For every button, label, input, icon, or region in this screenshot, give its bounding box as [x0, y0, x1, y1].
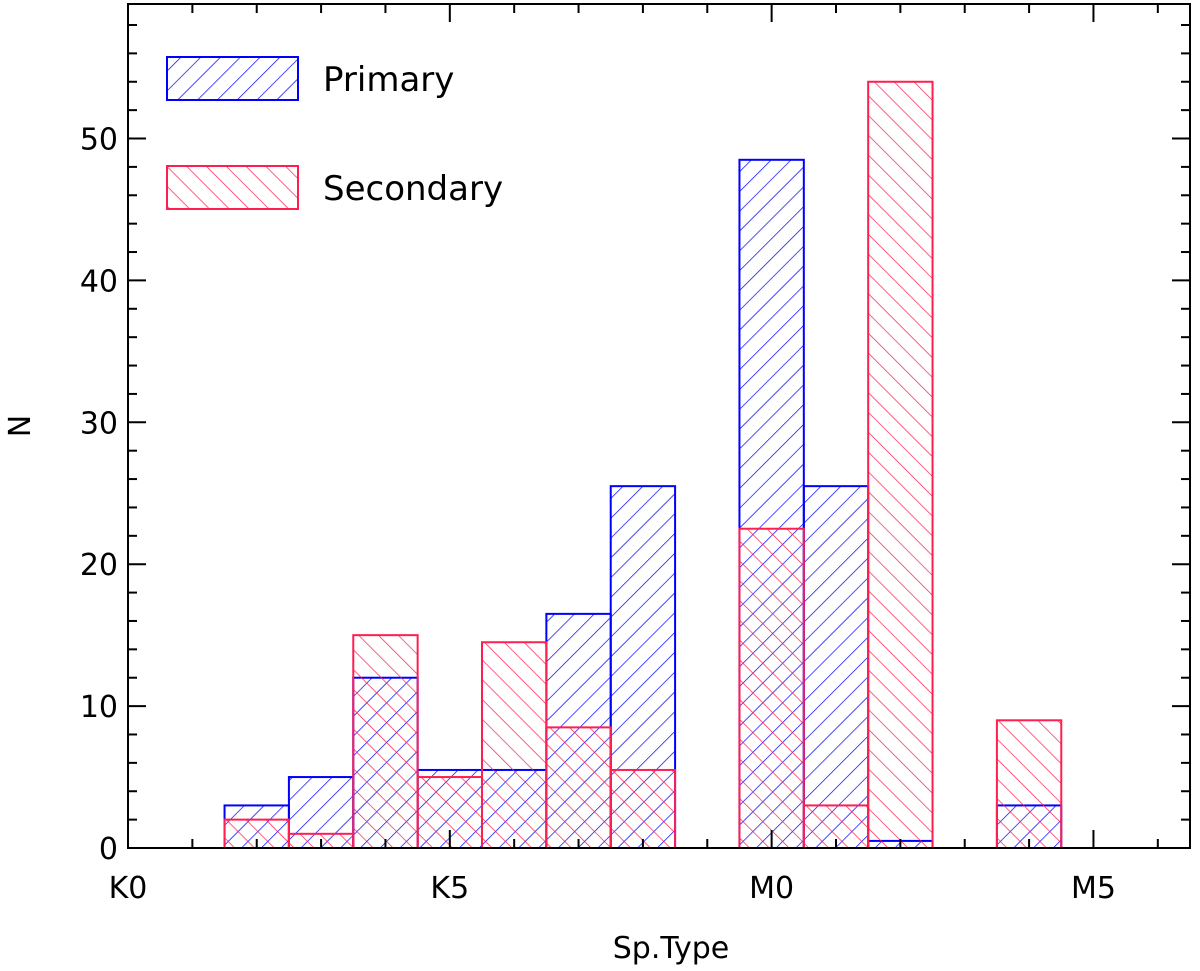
axis-ticks: [127, 4, 1190, 849]
plot-frame: [127, 3, 1191, 849]
x-axis-tick-labels: K0 K5 M0 M5: [109, 871, 1116, 906]
y-axis-title: N: [3, 415, 38, 437]
x-tick-label-m5: M5: [1071, 871, 1116, 906]
y-tick-label-50: 50: [80, 123, 118, 158]
secondary-bar-4: [352, 634, 419, 849]
legend-label-primary: Primary: [323, 60, 454, 100]
secondary-bar-7: [545, 726, 612, 850]
x-axis-title: Sp.Type: [613, 931, 730, 966]
y-tick-label-10: 10: [80, 690, 118, 725]
y-tick-label-30: 30: [80, 406, 118, 441]
legend-label-secondary: Secondary: [323, 169, 503, 209]
x-tick-label-k0: K0: [109, 871, 148, 906]
secondary-bar-6: [481, 641, 548, 849]
secondary-bar-10: [738, 527, 805, 850]
primary-bar-11: [802, 485, 870, 849]
secondary-bar-8: [609, 768, 677, 850]
secondary-bar-12: [867, 80, 934, 850]
legend-swatch-secondary: [166, 165, 299, 210]
y-axis-tick-labels: 0 10 20 30 40 50: [80, 123, 118, 867]
y-tick-label-40: 40: [80, 264, 118, 299]
legend: Primary Secondary: [166, 56, 503, 210]
legend-swatch-primary: [166, 56, 299, 101]
x-tick-label-k5: K5: [430, 871, 469, 906]
secondary-bar-14: [995, 719, 1063, 849]
x-tick-label-m0: M0: [749, 871, 794, 906]
y-tick-label-20: 20: [80, 548, 118, 583]
y-tick-label-0: 0: [99, 832, 118, 867]
